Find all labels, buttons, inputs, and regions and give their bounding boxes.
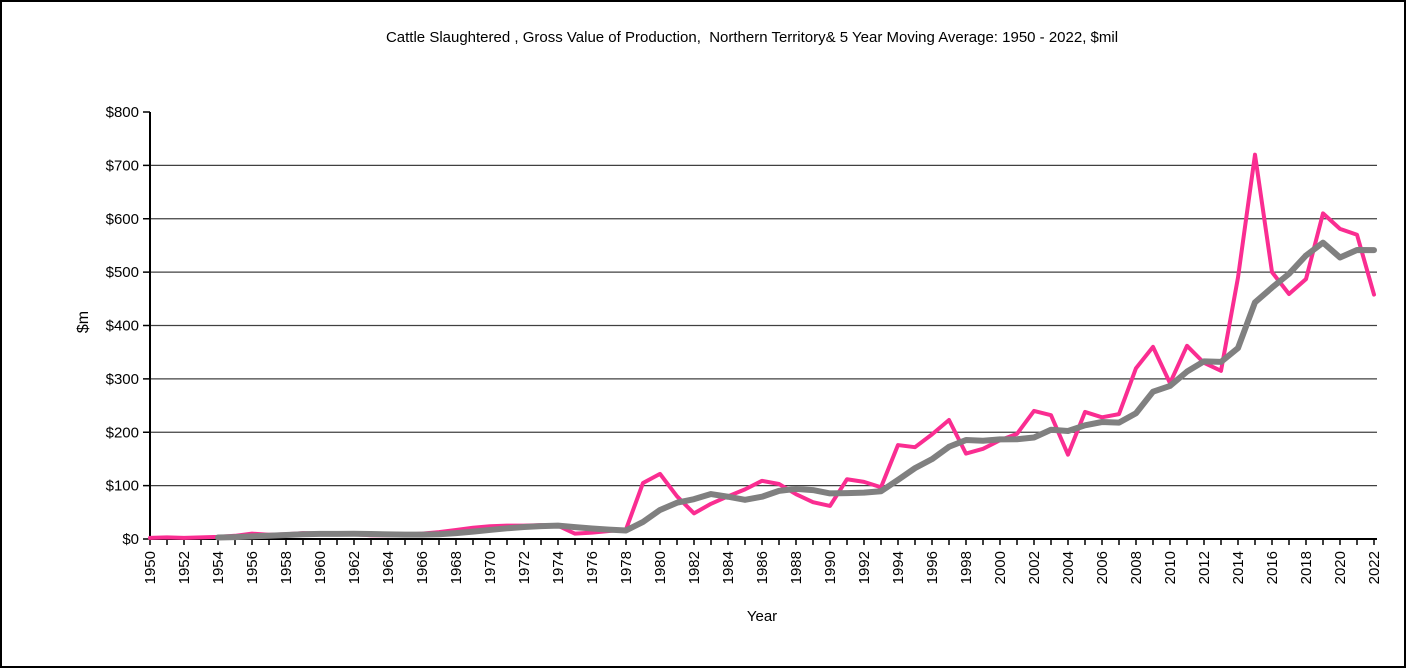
- x-axis-tick-label: 1974: [550, 551, 567, 584]
- x-axis-tick-label: 1950: [142, 551, 159, 584]
- x-axis-tick-label: 2006: [1094, 551, 1111, 584]
- x-axis-title: Year: [746, 608, 778, 625]
- y-axis-tick-label: $300: [106, 371, 139, 388]
- x-axis-tick-label: 2012: [1196, 551, 1213, 584]
- x-axis-tick-label: 1964: [380, 551, 397, 584]
- y-axis-tick-label: $400: [106, 318, 139, 335]
- y-axis-tick-label: $500: [106, 264, 139, 281]
- y-axis-tick-label: $600: [106, 211, 139, 228]
- x-axis-tick-label: 1958: [278, 551, 295, 584]
- x-axis-tick-label: 1978: [618, 551, 635, 584]
- x-axis-tick-label: 2018: [1298, 551, 1315, 584]
- x-axis-tick-label: 2008: [1128, 551, 1145, 584]
- y-axis-tick-label: $200: [106, 424, 139, 441]
- x-axis-tick-label: 2000: [992, 551, 1009, 584]
- cattle-slaughtered-gross-value-of-production-line: [148, 152, 1376, 540]
- x-axis-tick-label: 1970: [482, 551, 499, 584]
- x-axis-tick-label: 1980: [652, 551, 669, 584]
- x-axis-tick-label: 2016: [1264, 551, 1281, 584]
- x-axis-tick-label: 1960: [312, 551, 329, 584]
- x-axis-tick-label: 1954: [210, 551, 227, 584]
- x-axis-tick-label: 1986: [754, 551, 771, 584]
- x-axis-tick-label: 1956: [244, 551, 261, 584]
- y-axis-tick-label: $700: [106, 157, 139, 174]
- x-axis-tick-label: 1998: [958, 551, 975, 584]
- x-axis-tick-label: 1994: [890, 551, 907, 584]
- x-axis-tick-label: 1962: [346, 551, 363, 584]
- y-axis-tick-label: $0: [122, 531, 139, 548]
- x-axis-tick-label: 1976: [584, 551, 601, 584]
- x-axis-tick-label: 1992: [856, 551, 873, 584]
- chart-title: Cattle Slaughtered , Gross Value of Prod…: [385, 29, 1119, 46]
- x-axis-tick-label: 1966: [414, 551, 431, 584]
- x-axis-tick-label: 1996: [924, 551, 941, 584]
- x-axis-tick-label: 1952: [176, 551, 193, 584]
- x-axis-tick-label: 2020: [1332, 551, 1349, 584]
- 5-year-moving-average-line: [215, 239, 1377, 541]
- y-axis-tick-label: $100: [106, 478, 139, 495]
- x-axis-tick-label: 2010: [1162, 551, 1179, 584]
- x-axis-tick-label: 2022: [1366, 551, 1383, 584]
- x-axis-tick-label: 1984: [720, 551, 737, 584]
- x-axis-tick-label: 1988: [788, 551, 805, 584]
- x-axis-tick-label: 2014: [1230, 551, 1247, 584]
- x-axis-tick-label: 1990: [822, 551, 839, 584]
- y-axis-tick-label: $800: [106, 104, 139, 121]
- x-axis-tick-label: 2004: [1060, 551, 1077, 584]
- x-axis-tick-label: 1968: [448, 551, 465, 584]
- x-axis-tick-label: 1972: [516, 551, 533, 584]
- x-axis-tick-label: 2002: [1026, 551, 1043, 584]
- x-axis-tick-label: 1982: [686, 551, 703, 584]
